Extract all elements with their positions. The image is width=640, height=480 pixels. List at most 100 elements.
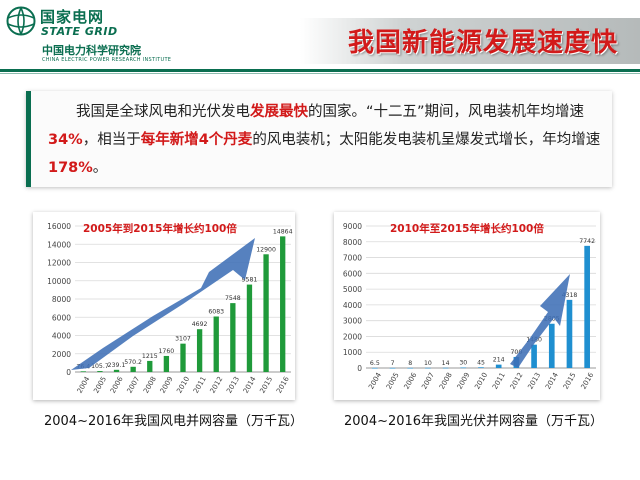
data-label: 14: [442, 360, 450, 367]
x-tick-label: 2009: [159, 375, 175, 394]
bar: [495, 364, 502, 368]
x-tick-label: 2006: [403, 371, 419, 391]
data-label: 7548: [225, 295, 241, 302]
bar: [130, 366, 136, 372]
wind-chart-caption: 2004~2016年我国风电并网容量（万千瓦）: [44, 414, 304, 429]
y-tick-label: 0: [66, 368, 71, 377]
y-tick-label: 6000: [52, 313, 71, 322]
data-label: 4692: [192, 321, 208, 328]
y-tick-label: 9000: [343, 222, 362, 231]
y-tick-label: 1000: [343, 348, 362, 357]
y-tick-label: 8000: [343, 238, 362, 247]
summary-seg: 的国家。“十二五”期间，风电装机年均增速: [308, 104, 585, 120]
x-tick-label: 2005: [385, 371, 401, 390]
summary-seg: ，相当于: [82, 132, 141, 148]
summary-accent-bar: [26, 91, 31, 187]
y-tick-label: 14000: [47, 240, 71, 249]
x-tick-label: 2008: [142, 375, 158, 394]
title-band: [300, 18, 640, 64]
x-tick-label: 2008: [438, 371, 454, 390]
bar: [442, 367, 449, 369]
x-tick-label: 2011: [491, 371, 507, 390]
x-tick-label: 2015: [258, 375, 274, 394]
data-label: 4318: [562, 292, 578, 299]
bar: [263, 254, 269, 372]
x-tick-label: 2016: [275, 375, 291, 395]
growth-arrow: [510, 274, 570, 368]
x-tick-label: 2010: [473, 371, 489, 390]
bar: [372, 367, 378, 369]
summary-highlight: 178%: [48, 160, 93, 176]
data-label: 8: [408, 360, 412, 367]
state-grid-logo: [6, 6, 36, 36]
page-title: 我国新能源发展速度快: [347, 28, 618, 58]
data-label: 105.7: [91, 363, 109, 370]
bar: [147, 360, 153, 372]
data-label: 1760: [159, 348, 175, 355]
logo-text-en: STATE GRID: [41, 25, 118, 38]
y-tick-label: 7000: [343, 254, 362, 263]
data-label: 45: [477, 359, 485, 366]
footer: [0, 456, 640, 480]
solar-capacity-chart: 0 1000 2000 3000 4000 5000 6000 7000 8000 9000 6.5…: [334, 212, 600, 400]
bar: [478, 367, 484, 368]
summary-box: 我国是全球风电和光伏发电发展最快的国家。“十二五”期间，风电装机年均增速 34%，…: [26, 91, 612, 187]
bar: [163, 355, 170, 372]
x-tick-label: 2014: [544, 371, 560, 391]
x-tick-label: 2012: [209, 375, 225, 394]
x-tick-label: 2004: [367, 371, 383, 391]
x-tick-label: 2009: [456, 371, 472, 390]
data-label: 1215: [142, 353, 158, 360]
chart-annotation: 2005年到2015年增长约100倍: [83, 222, 237, 235]
y-tick-label: 6000: [343, 269, 362, 278]
bar: [196, 329, 203, 372]
x-tick-label: 2014: [242, 375, 258, 395]
y-tick-label: 10000: [47, 277, 71, 286]
bar: [280, 236, 286, 372]
summary-seg: 我国是全球风电和光伏发电: [76, 104, 250, 120]
data-label: 570.2: [124, 359, 142, 366]
summary-highlight: 发展最快: [250, 104, 308, 120]
x-tick-label: 2013: [526, 371, 542, 390]
bar: [407, 367, 414, 369]
wind-chart-svg: 020004000600080001000012000140001600076.…: [47, 222, 293, 395]
x-tick-label: 2010: [175, 375, 191, 394]
bar: [80, 371, 86, 372]
bar: [97, 371, 103, 372]
x-tick-label: 2016: [580, 371, 596, 391]
bar: [113, 369, 120, 372]
x-tick-label: 2011: [192, 375, 208, 394]
org-name-en: CHINA ELECTRIC POWER RESEARCH INSTITUTE: [42, 57, 172, 63]
summary-highlight: 每年新增4个丹麦: [140, 132, 253, 148]
bar: [460, 367, 467, 369]
x-tick-label: 2006: [109, 375, 125, 395]
data-label: 700: [510, 349, 522, 356]
data-label: 9581: [242, 277, 258, 284]
y-tick-label: 2000: [343, 332, 362, 341]
bar: [230, 303, 236, 372]
x-tick-label: 2012: [509, 371, 525, 390]
y-tick-label: 4000: [52, 332, 71, 341]
y-tick-label: 4000: [343, 301, 362, 310]
header-divider: [0, 69, 640, 72]
header: 国家电网 STATE GRID 中国电力科学研究院 CHINA ELECTRIC…: [0, 0, 640, 74]
bar: [584, 245, 590, 368]
y-tick-label: 8000: [52, 295, 71, 304]
y-tick-label: 12000: [47, 259, 71, 268]
summary-seg: 的风电装机；太阳能发电装机呈爆发式增长，年均增速: [252, 132, 601, 148]
bar: [425, 367, 431, 369]
data-label: 14864: [273, 228, 293, 235]
chart-annotation: 2010年至2015年增长约100倍: [390, 222, 544, 235]
summary-seg: 。: [92, 160, 108, 176]
data-label: 30: [459, 360, 467, 367]
bar: [180, 343, 186, 372]
y-tick-label: 0: [357, 364, 362, 373]
y-tick-label: 5000: [343, 285, 362, 294]
data-label: 7: [391, 360, 395, 367]
data-label: 214: [493, 357, 505, 364]
x-tick-label: 2007: [126, 375, 142, 394]
x-tick-label: 2004: [76, 375, 92, 395]
logo-text-cn: 国家电网: [40, 8, 105, 26]
data-label: 239.1: [108, 362, 126, 369]
bar: [548, 323, 555, 368]
